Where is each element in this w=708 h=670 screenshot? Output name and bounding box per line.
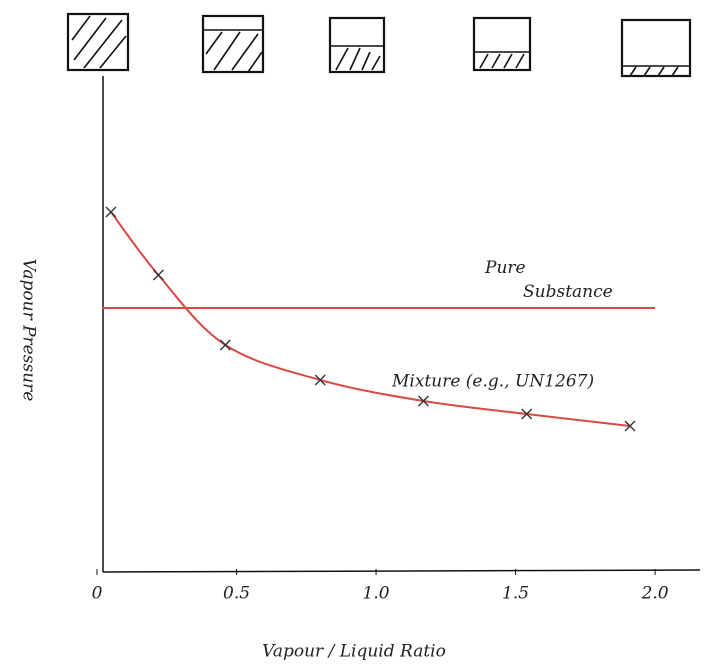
data-point	[106, 207, 116, 217]
chart: Vapour / Liquid Ratio Vapour Pressure 0 0…	[0, 0, 708, 670]
series-line	[111, 212, 630, 426]
y-axis-label: Vapour Pressure	[19, 259, 39, 402]
x-tick-label: 1.5	[502, 584, 529, 604]
x-tick-label: 0.5	[223, 584, 250, 604]
series-label: Pure Substance	[484, 258, 613, 302]
container-icons	[68, 14, 690, 76]
data-point	[220, 340, 230, 350]
series-label: Mixture (e.g., UN1267)	[391, 372, 594, 392]
x-tick-label: 2.0	[641, 584, 669, 604]
x-axis-label: Vapour / Liquid Ratio	[262, 642, 446, 662]
data-point	[153, 270, 163, 280]
x-tick-label: 0	[92, 584, 103, 604]
series-label-line: Pure	[484, 258, 526, 278]
series-label-line: Substance	[523, 282, 613, 302]
x-axis	[103, 570, 700, 572]
x-tick-label: 1.0	[363, 584, 390, 604]
